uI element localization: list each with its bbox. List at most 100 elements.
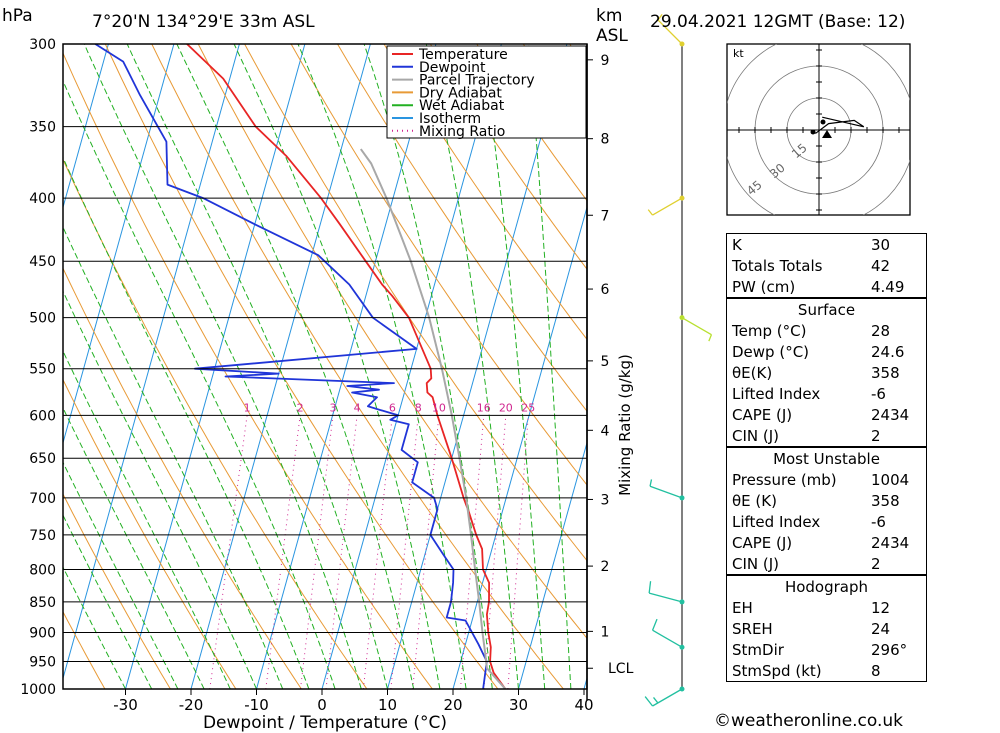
- legend-label: Dewpoint: [419, 60, 486, 76]
- wind-barb-flag: [653, 697, 659, 704]
- wind-barb-dot: [679, 495, 685, 501]
- surface-value: -6: [871, 384, 886, 403]
- wind-barb-flag: [649, 479, 653, 487]
- surface-label: Dewp (°C): [732, 342, 810, 361]
- pressure-tick-label: 550: [29, 362, 56, 378]
- hodograph-storm-motion: [820, 119, 826, 125]
- pressure-tick-label: 800: [29, 562, 56, 578]
- legend-label: Mixing Ratio: [419, 124, 505, 140]
- most-unstable-label: Lifted Index: [732, 512, 821, 531]
- hodograph-stat-row: SREH 24: [727, 618, 927, 639]
- height-tick-label: 4: [601, 423, 610, 439]
- pressure-tick-label: 700: [29, 491, 56, 507]
- mixing-ratio-line: [299, 415, 334, 689]
- height-tick-label: 3: [601, 492, 610, 508]
- legend-label: Dry Adiabat: [419, 85, 502, 101]
- index-label: PW (cm): [732, 277, 796, 296]
- sounding-curves: [94, 44, 507, 689]
- dry-adiabat-line: [244, 44, 587, 562]
- wet-adiabat-line: [480, 44, 546, 689]
- pressure-tick-label: 650: [29, 451, 56, 467]
- index-label: K: [732, 235, 742, 254]
- temperature-tick-label: 30: [509, 696, 528, 714]
- index-label: Totals Totals: [732, 256, 823, 275]
- hodograph-stat-value: 24: [871, 619, 891, 638]
- wind-barb-staff: [652, 197, 683, 216]
- mixing-ratio-line: [507, 415, 529, 689]
- most-unstable-label: Pressure (mb): [732, 470, 837, 489]
- height-tick-label: 9: [601, 53, 610, 69]
- wind-barb-dot: [679, 686, 685, 692]
- surface-row: CAPE (J) 2434: [727, 404, 927, 425]
- wind-barb-dot: [679, 644, 685, 650]
- hodograph-stats-table: Hodograph EH 12 SREH 24 StmDir 296° StmSpd (kt…: [726, 575, 927, 682]
- index-value: 4.49: [871, 277, 905, 296]
- temperature-tick-label: -20: [179, 696, 204, 714]
- dry-adiabat-line: [336, 44, 587, 413]
- isotherm-line: [452, 205, 587, 689]
- wind-barb-flag: [644, 696, 654, 707]
- wet-adiabat-line: [63, 566, 126, 689]
- mixing-ratio-line: [209, 415, 248, 689]
- mixing-ratio-tick-label: 4: [354, 401, 361, 414]
- credit-link[interactable]: ©weatheronline.co.uk: [714, 711, 904, 731]
- isotherm-line: [321, 44, 502, 689]
- wind-barb-staff: [652, 629, 683, 648]
- surface-row: Lifted Index -6: [727, 383, 927, 404]
- sounding-indices-panel: K 30 Totals Totals 42 PW (cm) 4.49 Surface Te…: [726, 233, 927, 682]
- pressure-tick-label: 500: [29, 311, 56, 327]
- hodograph-unit-label: kt: [733, 47, 744, 60]
- hodograph-stat-row: StmDir 296°: [727, 639, 927, 660]
- mixing-ratio-tick-label: 20: [499, 401, 513, 414]
- hodograph-stat-value: 296°: [871, 640, 908, 659]
- wind-barb-dot: [679, 599, 685, 605]
- mixing-ratio-line: [459, 415, 485, 689]
- hodograph-stat-row: StmSpd (kt) 8: [727, 660, 927, 682]
- isotherm-line: [63, 44, 240, 681]
- wind-barb-staff: [657, 19, 683, 45]
- surface-label: Lifted Index: [732, 384, 821, 403]
- mixing-ratio-tick-label: 25: [521, 401, 535, 414]
- surface-value: 2: [871, 426, 881, 445]
- hodograph-stat-label: SREH: [732, 619, 773, 638]
- most-unstable-row: CIN (J) 2: [727, 553, 927, 575]
- index-row: K 30: [727, 234, 927, 256]
- most-unstable-table: Most Unstable Pressure (mb) 1004 θE (K) 358…: [726, 447, 927, 575]
- wind-barb-staff: [652, 688, 683, 707]
- index-value: 30: [871, 235, 891, 254]
- isotherm-line: [63, 44, 175, 445]
- pressure-tick-label: 900: [29, 626, 56, 642]
- index-row: PW (cm) 4.49: [727, 276, 927, 298]
- surface-title: Surface: [797, 300, 856, 319]
- plot-frame: [62, 43, 588, 690]
- pressure-tick-label: 600: [29, 408, 56, 424]
- wind-barb-flag: [651, 618, 658, 631]
- mixing-ratio-line: [362, 415, 393, 689]
- hodograph-mean-wind: [810, 129, 816, 135]
- height-tick-label: 2: [601, 559, 610, 575]
- wind-barb-flag: [648, 581, 652, 594]
- index-value: 42: [871, 256, 891, 275]
- temperature-tick-label: 10: [378, 696, 397, 714]
- pressure-tick-label: 450: [29, 254, 56, 270]
- x-axis-title: Dewpoint / Temperature (°C): [203, 713, 447, 733]
- legend-box: [386, 45, 587, 139]
- pressure-tick-label: 950: [29, 655, 56, 671]
- dry-adiabat-line: [383, 44, 587, 341]
- isotherm-line: [256, 44, 437, 689]
- pressure-unit-label: hPa: [2, 6, 33, 26]
- dry-adiabat-line: [63, 610, 106, 689]
- most-unstable-value: 2: [871, 554, 881, 573]
- isotherm-line: [518, 440, 587, 689]
- wet-adiabat-line: [363, 44, 493, 689]
- surface-label: Temp (°C): [732, 321, 807, 340]
- most-unstable-row: θE (K) 358: [727, 490, 927, 511]
- lcl-label: LCL: [608, 661, 634, 677]
- hodograph-stat-value: 8: [871, 661, 881, 680]
- surface-label: CIN (J): [732, 426, 780, 445]
- most-unstable-row: CAPE (J) 2434: [727, 532, 927, 553]
- temperature-tick-label: 40: [574, 696, 593, 714]
- hodograph-stat-label: StmDir: [732, 640, 784, 659]
